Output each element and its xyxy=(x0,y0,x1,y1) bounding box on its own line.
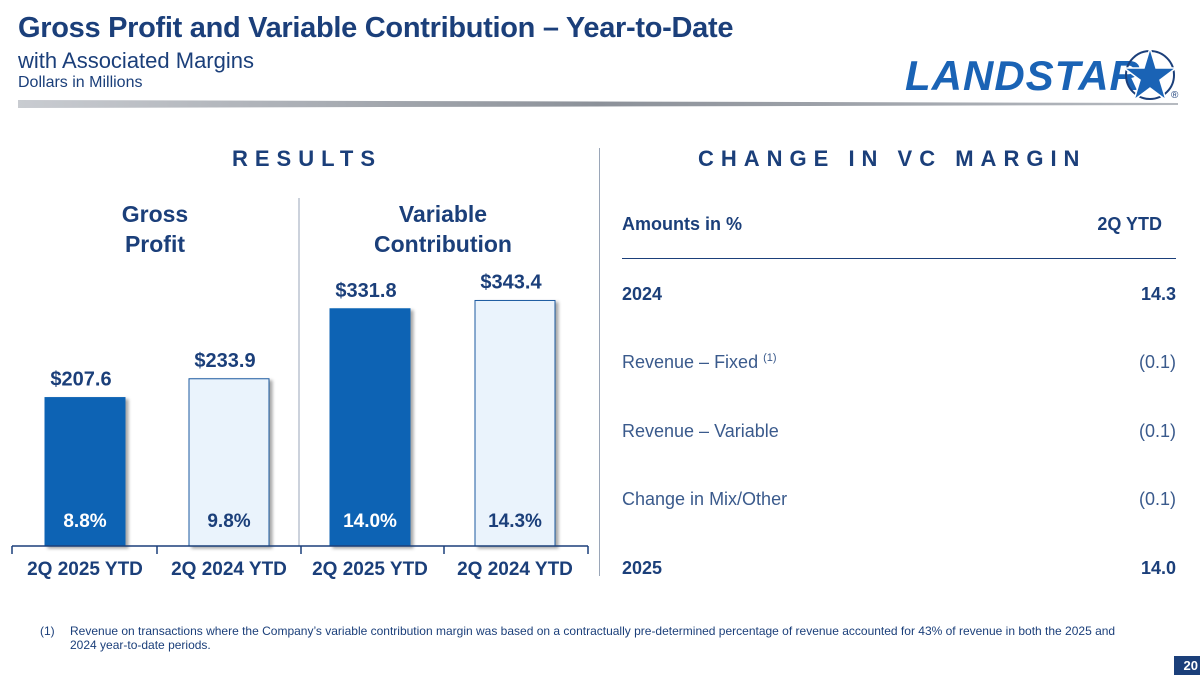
row-value: (0.1) xyxy=(1138,421,1176,441)
bar-1 xyxy=(44,397,126,547)
bar-margin-label: 14.0% xyxy=(343,511,397,532)
results-section-title: RESULTS xyxy=(232,146,383,171)
units-note: Dollars in Millions xyxy=(18,74,143,91)
bar-3 xyxy=(329,308,411,547)
table-header-rule xyxy=(622,258,1176,259)
bar-margin-label: 8.8% xyxy=(63,511,106,532)
group-label-vc-line2: Contribution xyxy=(374,231,512,257)
registered-mark: ® xyxy=(1171,90,1179,101)
group-label-gross-line2: Profit xyxy=(125,231,185,257)
bar-margin-label: 14.3% xyxy=(488,511,542,532)
results-bar-chart: Gross Profit Variable Contribution $207.… xyxy=(11,198,589,580)
bar-value-label: $233.9 xyxy=(194,350,255,372)
row-label-wrap: Revenue – Fixed (1) xyxy=(622,352,777,373)
footnote-number: (1) xyxy=(40,624,55,638)
row-label: 2025 xyxy=(622,558,663,578)
page-number: 20 xyxy=(1174,656,1200,675)
row-value: (0.1) xyxy=(1138,489,1176,509)
x-tick-label: 2Q 2025 YTD xyxy=(312,559,428,580)
group-label-vc-line1: Variable xyxy=(399,201,487,227)
bar-value-label: $331.8 xyxy=(335,280,396,302)
bar-4 xyxy=(474,299,556,547)
row-label: Revenue – Variable xyxy=(622,421,779,441)
row-value: 14.0 xyxy=(1140,558,1176,578)
bar-value-label: $207.6 xyxy=(50,369,111,391)
row-label: 2024 xyxy=(622,284,663,304)
star-logo-icon xyxy=(1121,45,1179,102)
row-value: (0.1) xyxy=(1138,352,1176,372)
header-rule xyxy=(18,100,1178,108)
row-label: Revenue – Fixed xyxy=(622,352,759,372)
change-section-title: CHANGE IN VC MARGIN xyxy=(698,146,1087,171)
group-label-gross-line1: Gross xyxy=(122,201,188,227)
row-label: Change in Mix/Other xyxy=(622,489,788,509)
x-tick-label: 2Q 2025 YTD xyxy=(27,559,143,580)
table-header-label: Amounts in % xyxy=(622,214,742,234)
logo-wordmark: LANDSTAR xyxy=(905,52,1141,99)
section-divider xyxy=(599,148,600,576)
footnote-text: Revenue on transactions where the Compan… xyxy=(70,624,1116,652)
landstar-logo: LANDSTAR ® xyxy=(905,44,1185,104)
page-title: Gross Profit and Variable Contribution –… xyxy=(18,12,734,44)
footnote-ref: (1) xyxy=(763,352,777,364)
x-tick-label: 2Q 2024 YTD xyxy=(171,559,287,580)
table-header-value: 2Q YTD xyxy=(1097,214,1162,234)
x-tick-label: 2Q 2024 YTD xyxy=(457,559,573,580)
bar-margin-label: 9.8% xyxy=(207,511,250,532)
row-value: 14.3 xyxy=(1140,284,1176,304)
page-subtitle: with Associated Margins xyxy=(18,48,254,73)
bar-value-label: $343.4 xyxy=(480,271,542,293)
